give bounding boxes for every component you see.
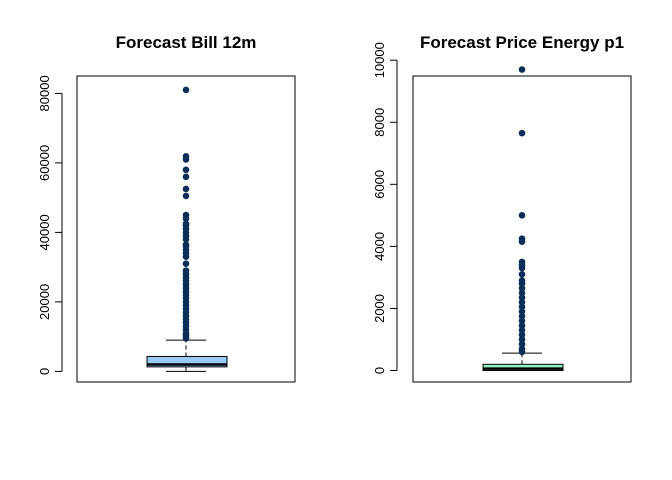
plot-frame — [76, 75, 296, 383]
outlier-point — [182, 236, 190, 243]
chart-title: Forecast Bill 12m — [116, 33, 257, 52]
outlier-point — [518, 308, 526, 315]
outlier-point — [518, 317, 526, 325]
y-tick-label: 60000 — [37, 145, 52, 181]
y-tick-label: 40000 — [37, 214, 52, 250]
outlier-point — [182, 185, 190, 193]
outlier-point — [182, 260, 190, 267]
outlier-point — [518, 129, 526, 137]
outlier-points — [518, 66, 526, 356]
outlier-point — [518, 336, 526, 343]
y-tick-label: 10000 — [372, 42, 387, 78]
outlier-point — [518, 238, 526, 246]
y-tick-label: 4000 — [372, 232, 387, 261]
outlier-point — [518, 212, 526, 219]
panel-forecast-bill: Forecast Bill 12m 0 20000 40000 60000 80000 — [37, 33, 296, 383]
outlier-point — [518, 312, 526, 320]
outlier-point — [518, 271, 526, 278]
y-tick-label: 80000 — [37, 75, 52, 111]
outlier-point — [518, 303, 526, 311]
outlier-point — [518, 340, 526, 348]
outlier-point — [518, 289, 526, 297]
y-tick-label: 20000 — [37, 284, 52, 320]
outlier-point — [518, 322, 526, 329]
outlier-point — [518, 264, 526, 272]
outlier-point — [518, 348, 526, 356]
y-axis-ticks: 0 2000 4000 6000 8000 10000 — [372, 42, 397, 374]
outlier-point — [518, 326, 526, 334]
y-tick-label: 0 — [372, 367, 387, 374]
boxplot — [146, 339, 228, 372]
y-tick-label: 0 — [37, 368, 52, 375]
plot-frame — [412, 75, 632, 383]
panel-forecast-price-energy: Forecast Price Energy p1 0 2000 4000 6000 80… — [372, 33, 632, 383]
outlier-point — [182, 215, 190, 222]
boxplot — [482, 352, 564, 372]
y-tick-label: 6000 — [372, 170, 387, 199]
outlier-point — [182, 86, 190, 94]
outlier-point — [182, 156, 190, 163]
y-tick-label: 2000 — [372, 294, 387, 323]
outlier-point — [518, 280, 526, 287]
y-axis-ticks: 0 20000 40000 60000 80000 — [37, 75, 62, 375]
outlier-points — [182, 86, 190, 342]
outlier-point — [518, 294, 526, 301]
outlier-point — [182, 192, 190, 200]
outlier-point — [182, 173, 190, 181]
y-tick-label: 8000 — [372, 108, 387, 137]
outlier-point — [518, 298, 526, 306]
iqr-box — [146, 355, 228, 368]
outlier-point — [518, 331, 526, 339]
outlier-point — [518, 284, 526, 292]
outlier-point — [182, 253, 190, 261]
outlier-point — [182, 166, 190, 174]
outlier-point — [182, 335, 190, 342]
outlier-point — [518, 66, 526, 73]
chart-title: Forecast Price Energy p1 — [420, 33, 624, 52]
